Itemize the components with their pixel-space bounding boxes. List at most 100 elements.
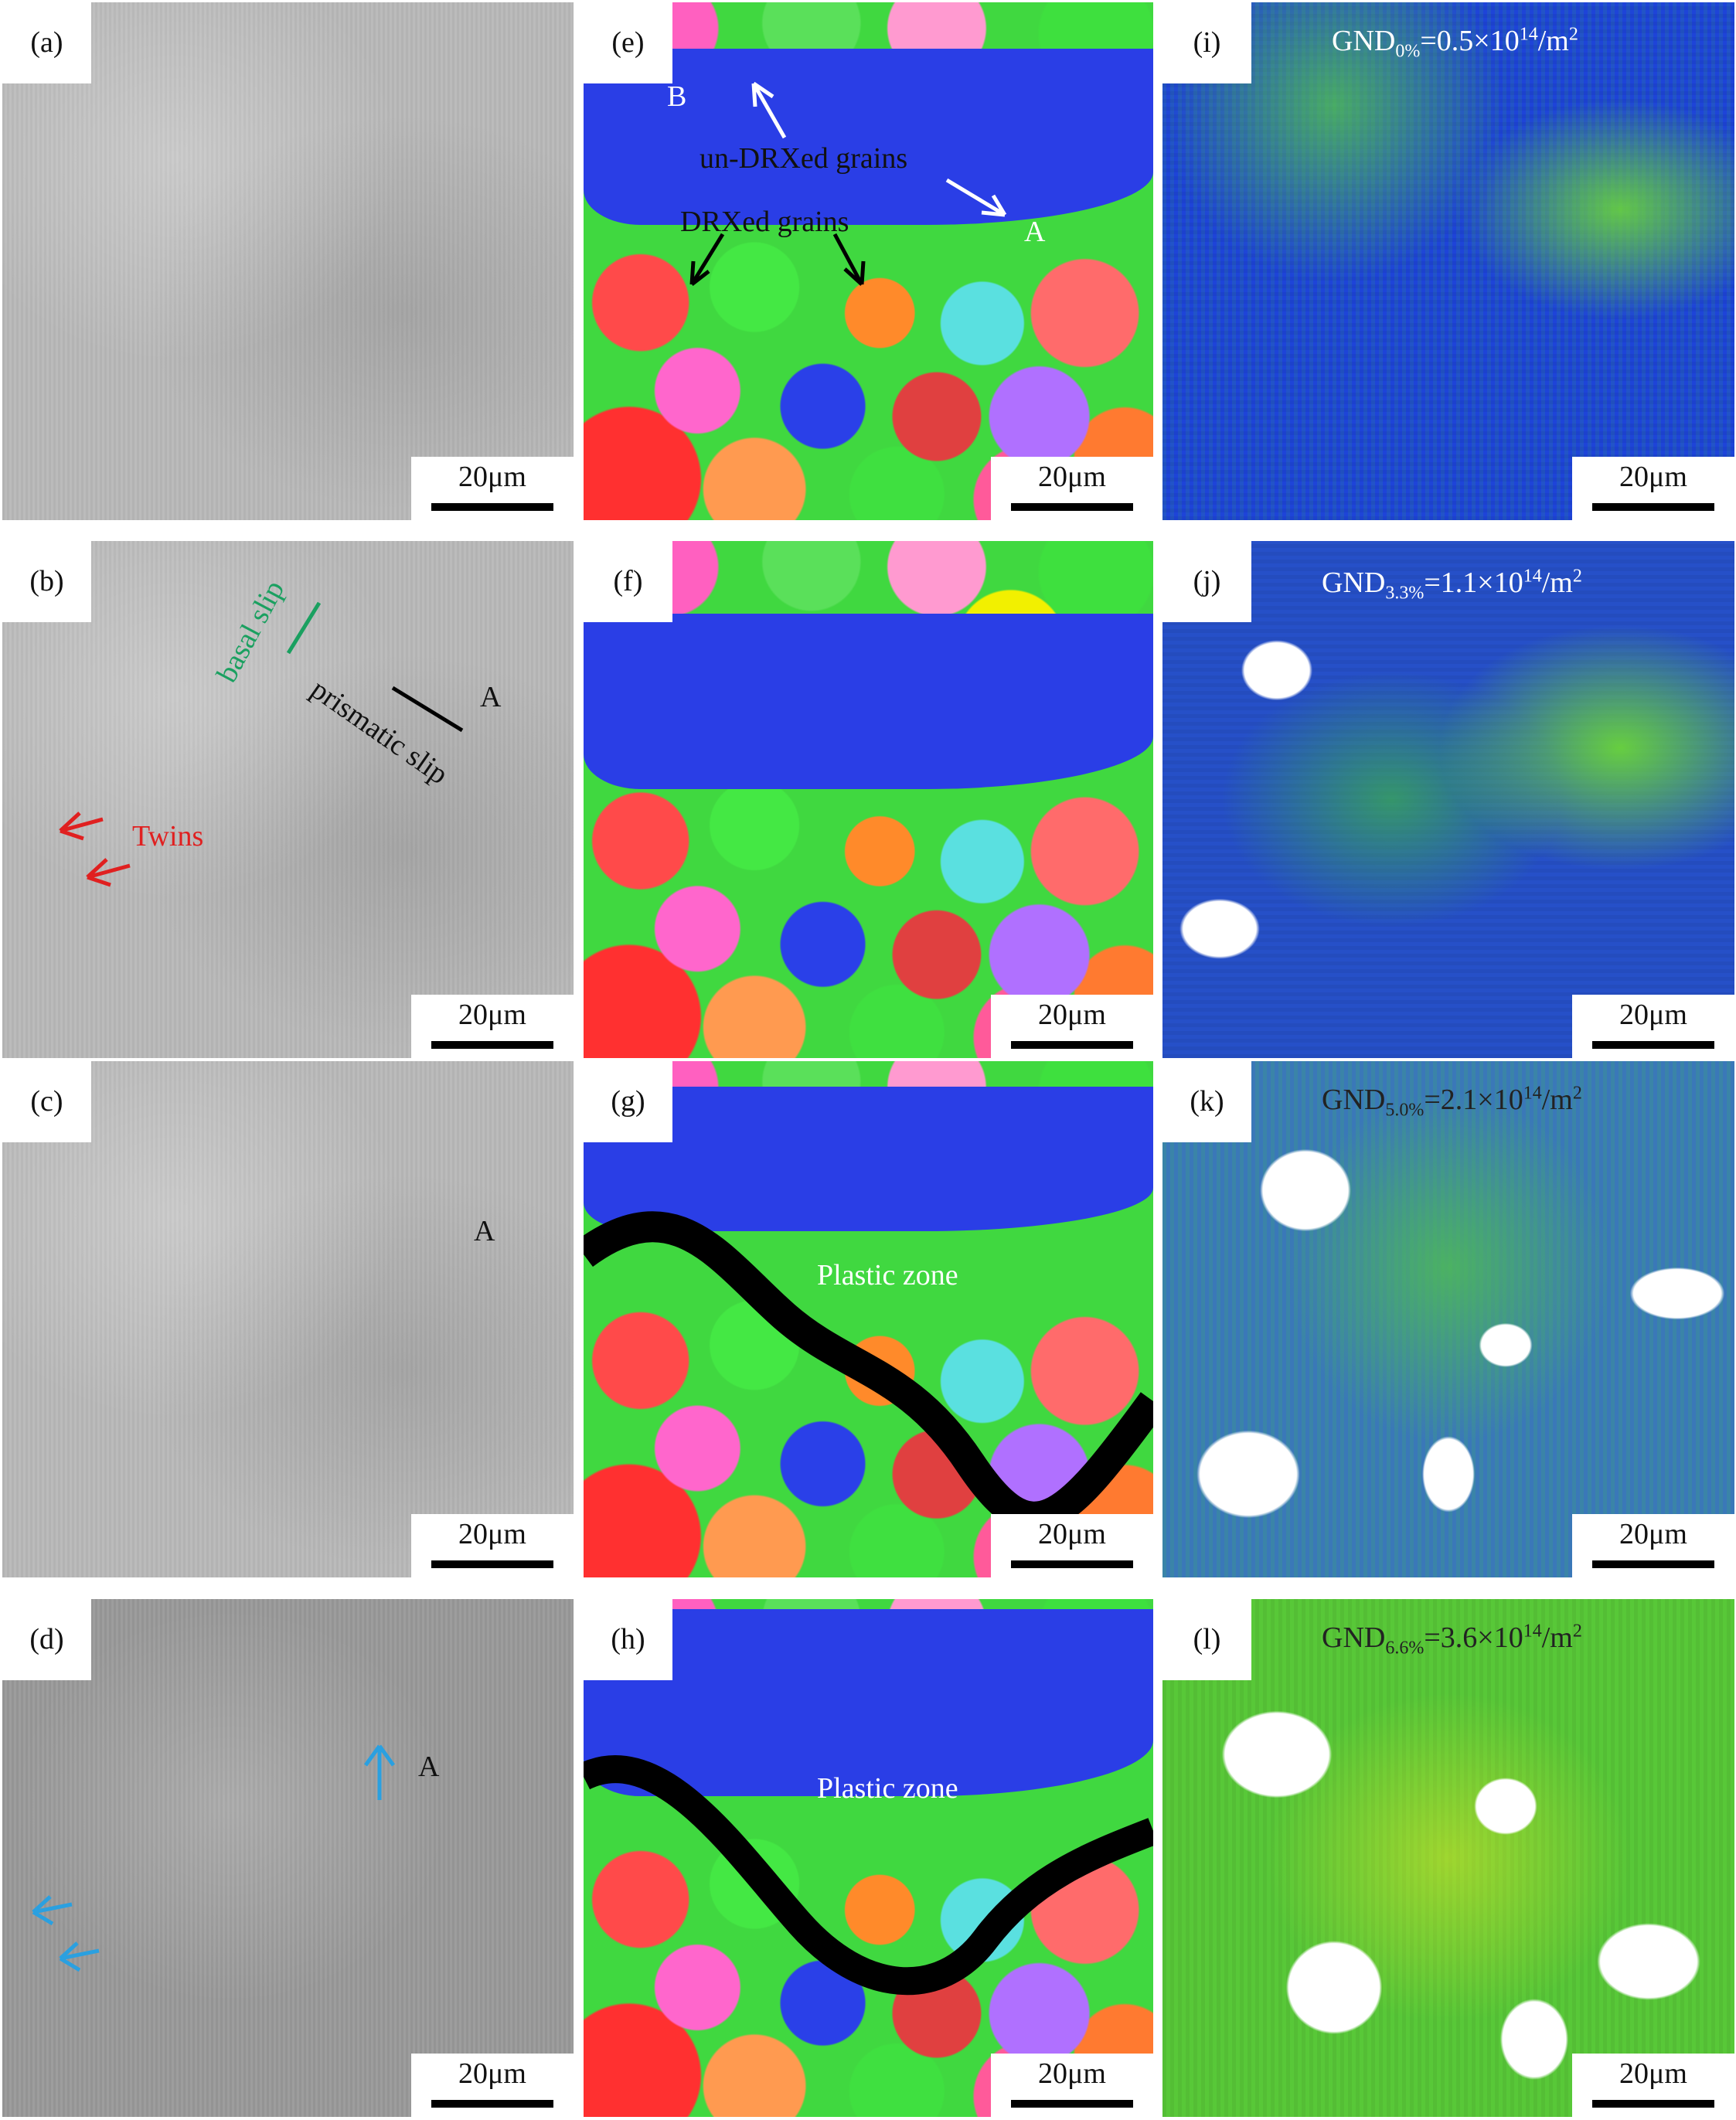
panel-label: (i) <box>1162 2 1251 83</box>
panel-label: (e) <box>584 2 672 83</box>
scale-bar-line <box>1011 503 1133 511</box>
panel-label: (c) <box>2 1061 91 1142</box>
scale-bar: 20μm <box>411 995 574 1058</box>
scale-bar-label: 20μm <box>458 1518 526 1550</box>
plastic-zone <box>584 1211 1153 1533</box>
scale-bar: 20μm <box>1572 995 1734 1058</box>
text: 2 <box>1572 1621 1582 1642</box>
un-drx-band <box>584 1087 1153 1232</box>
scale-bar-label: 20μm <box>1038 999 1106 1031</box>
panel-label: (h) <box>584 1599 672 1680</box>
annotation: A <box>1024 216 1046 248</box>
text: GND <box>1322 1621 1386 1654</box>
panel-label: (f) <box>584 541 672 622</box>
scale-bar-line <box>1592 503 1714 511</box>
arrows <box>689 81 1007 286</box>
text: GND <box>1332 25 1396 57</box>
text: =1.1×10 <box>1424 567 1523 599</box>
scale-bar: 20μm <box>411 457 574 520</box>
scale-bar: 20μm <box>411 2054 574 2117</box>
annotation: A <box>480 681 502 713</box>
text: =3.6×10 <box>1424 1621 1523 1654</box>
scale-bar: 20μm <box>1572 2054 1734 2117</box>
text: 14 <box>1523 1621 1542 1642</box>
scale-bar-label: 20μm <box>458 999 526 1031</box>
scale-bar-line <box>431 1041 553 1049</box>
gnd-panel: GND3.3%=1.1×1014/m2 (j) 20μm <box>1162 541 1734 1058</box>
panel-label: (k) <box>1162 1061 1251 1142</box>
scale-bar-line <box>431 1560 553 1568</box>
text: =0.5×10 <box>1420 25 1520 57</box>
scale-bar-label: 20μm <box>458 2057 526 2090</box>
annotation: Plastic zone <box>817 1772 958 1805</box>
scale-bar: 20μm <box>991 1514 1153 1577</box>
scale-bar-label: 20μm <box>1038 1518 1106 1550</box>
arrows <box>32 1744 396 1972</box>
panel-label: (a) <box>2 2 91 83</box>
scale-bar: 20μm <box>1572 1514 1734 1577</box>
scale-bar-label: 20μm <box>1619 461 1687 493</box>
panel-label: (j) <box>1162 541 1251 622</box>
scale-bar: 20μm <box>1572 457 1734 520</box>
scale-bar-line <box>1011 1560 1133 1568</box>
gnd-panel: GND6.6%=3.6×1014/m2 (l) 20μm <box>1162 1599 1734 2117</box>
annotation: A <box>418 1751 440 1783</box>
text: 0% <box>1395 41 1421 62</box>
arrows <box>59 601 464 887</box>
text: 3.3% <box>1385 583 1425 604</box>
ebsd-panel: B un-DRXed grains DRXed grains A (e) 20μm <box>584 2 1153 520</box>
annotation: GND0%=0.5×1014/m2 <box>1332 24 1578 63</box>
text: 2 <box>1568 24 1578 45</box>
scale-bar-line <box>1011 1041 1133 1049</box>
scale-bar-label: 20μm <box>1038 2057 1106 2090</box>
text: /m <box>1541 1621 1573 1654</box>
scale-bar-line <box>1592 1560 1714 1568</box>
ebsd-panel: (f) 20μm <box>584 541 1153 1058</box>
annotation: B <box>667 80 687 113</box>
scale-bar-line <box>431 503 553 511</box>
annotation: GND3.3%=1.1×1014/m2 <box>1322 566 1582 604</box>
text: 14 <box>1519 24 1538 45</box>
text: 2 <box>1572 566 1582 587</box>
scale-bar-label: 20μm <box>1619 1518 1687 1550</box>
text: =2.1×10 <box>1424 1084 1523 1116</box>
text: 6.6% <box>1385 1638 1425 1659</box>
sem-panel: A (d) 20μm <box>2 1599 574 2117</box>
sem-panel: basal slip prismatic slip A Twins (b) 20μ… <box>2 541 574 1058</box>
panel-label: (g) <box>584 1061 672 1142</box>
plastic-zone <box>584 1755 1153 1996</box>
scale-bar-label: 20μm <box>1038 461 1106 493</box>
scale-bar: 20μm <box>991 2054 1153 2117</box>
annotation: A <box>474 1215 495 1247</box>
annotation: GND6.6%=3.6×1014/m2 <box>1322 1621 1582 1659</box>
text: /m <box>1537 25 1569 57</box>
ebsd-panel: Plastic zone (g) 20μm <box>584 1061 1153 1577</box>
panel-label: (b) <box>2 541 91 622</box>
annotation: DRXed grains <box>680 206 849 238</box>
scale-bar-line <box>1592 2100 1714 2108</box>
text: GND <box>1322 1084 1386 1116</box>
scale-bar: 20μm <box>411 1514 574 1577</box>
un-drx-band <box>584 1609 1153 1796</box>
annotation: GND5.0%=2.1×1014/m2 <box>1322 1083 1582 1121</box>
text: /m <box>1541 1084 1573 1116</box>
panel-label: (d) <box>2 1599 91 1680</box>
text: 2 <box>1572 1083 1582 1104</box>
text: /m <box>1541 567 1573 599</box>
text: 14 <box>1523 1083 1542 1104</box>
panel-label: (l) <box>1162 1599 1251 1680</box>
un-drx-band <box>584 613 1153 790</box>
scale-bar: 20μm <box>991 995 1153 1058</box>
text: 5.0% <box>1385 1100 1425 1121</box>
text: 14 <box>1523 566 1542 587</box>
scale-bar-line <box>1592 1041 1714 1049</box>
sem-panel: (a) 20μm <box>2 2 574 520</box>
scale-bar-line <box>431 2100 553 2108</box>
gnd-panel: GND5.0%=2.1×1014/m2 (k) 20μm <box>1162 1061 1734 1577</box>
scale-bar-label: 20μm <box>458 461 526 493</box>
scale-bar-label: 20μm <box>1619 999 1687 1031</box>
annotation: un-DRXed grains <box>700 142 908 175</box>
scale-bar: 20μm <box>991 457 1153 520</box>
sem-panel: A (c) 20μm <box>2 1061 574 1577</box>
